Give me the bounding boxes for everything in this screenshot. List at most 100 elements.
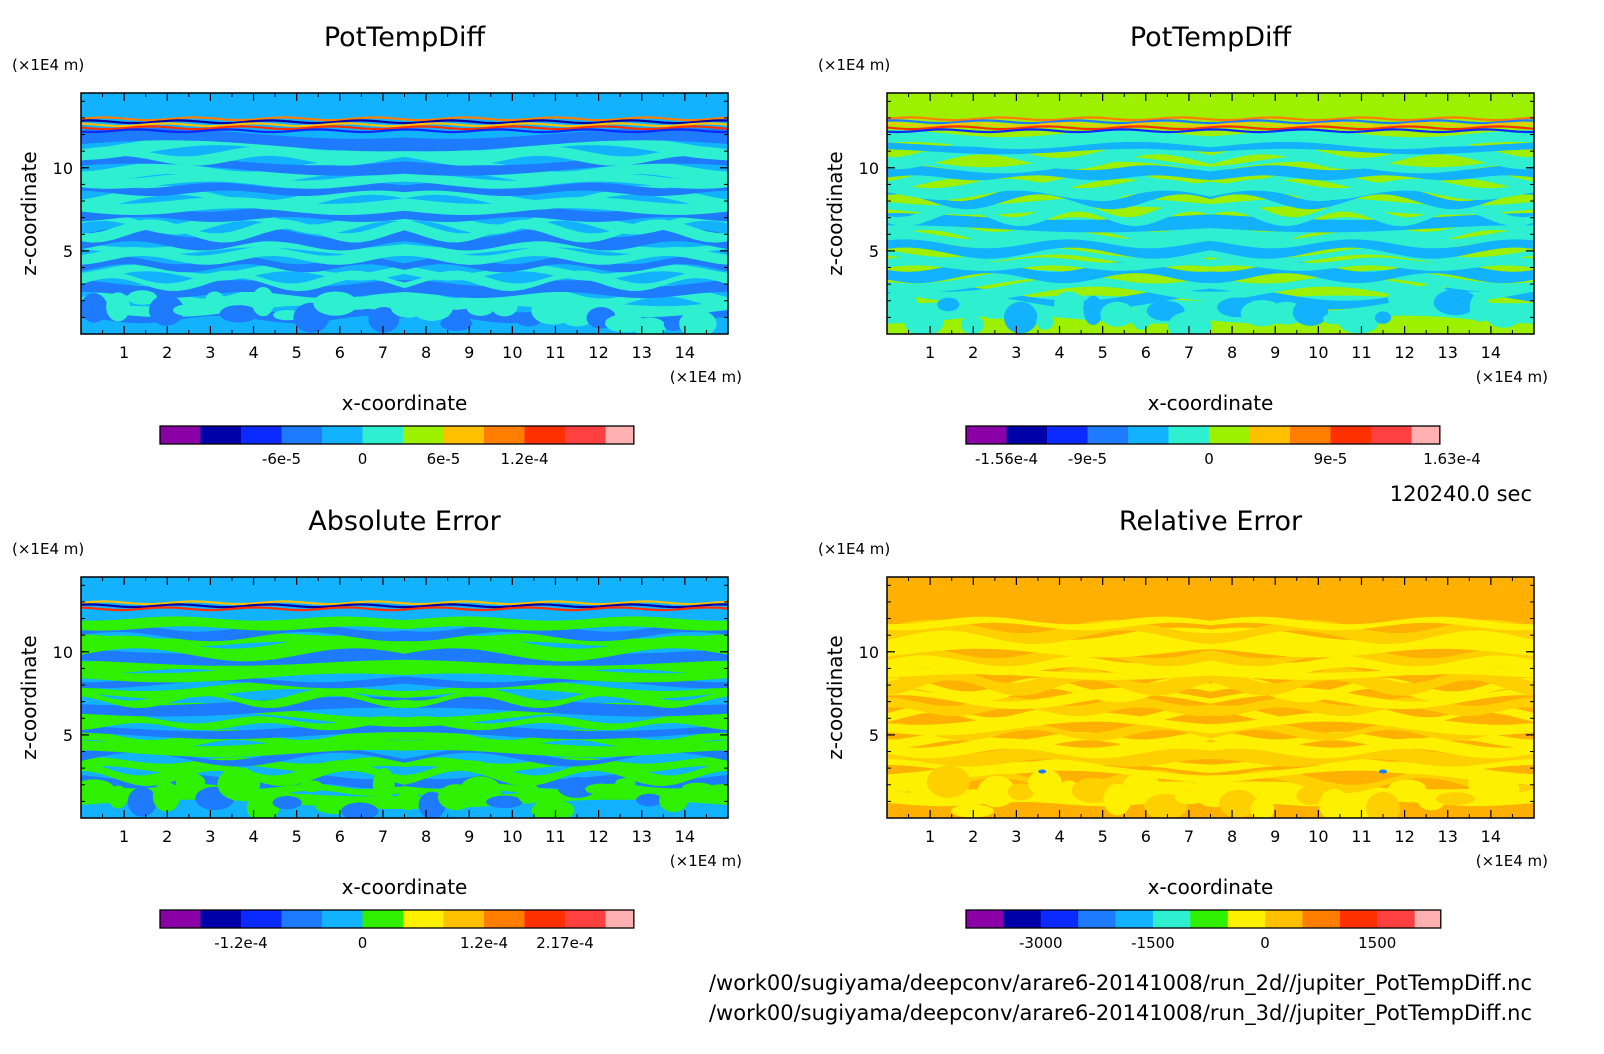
contour-band — [81, 622, 728, 642]
top-band-line — [81, 125, 728, 131]
contour-blob — [440, 315, 473, 332]
heatmap-field — [887, 93, 1534, 334]
contour-band — [81, 635, 728, 662]
colorbar-cell — [524, 426, 566, 444]
contour-band — [81, 724, 728, 740]
contour-band — [81, 280, 728, 299]
contour-band — [887, 257, 1534, 271]
contour-blob — [1435, 792, 1476, 806]
x-unit-label: (×1E4 m) — [1476, 852, 1548, 870]
chart-title: PotTempDiff — [1130, 22, 1293, 53]
colorbar-cell — [281, 426, 323, 444]
contour-blob — [682, 782, 714, 793]
colorbar: -1.56e-4 -9e-5 0 9e-5 1.63e-4 — [965, 425, 1481, 468]
colorbar-cell — [1078, 910, 1117, 928]
contour-blob — [1003, 301, 1038, 334]
contour-blob — [1100, 301, 1135, 327]
x-tick-label: 12 — [1394, 827, 1414, 846]
top-band-line — [81, 606, 728, 612]
outlier-point — [1038, 769, 1047, 774]
x-tick-label: 6 — [1141, 827, 1151, 846]
colorbar-frame — [965, 909, 1442, 929]
contour-blob — [219, 305, 259, 323]
contour-band — [81, 739, 728, 758]
x-tick-label: 14 — [675, 343, 695, 362]
top-band-line — [887, 119, 1534, 125]
top-band-line — [887, 128, 1534, 134]
x-tick-label: 10 — [1308, 343, 1328, 362]
contour-band — [81, 153, 728, 176]
contour-blob — [491, 297, 518, 317]
contour-band — [887, 666, 1534, 680]
heatmap-field — [81, 93, 728, 334]
contour-blob — [251, 286, 275, 317]
colorbar-cell — [403, 910, 444, 928]
colorbar-cell — [1414, 910, 1442, 928]
contour-blob — [636, 793, 663, 807]
contour-blob — [1219, 789, 1258, 818]
top-band-line — [81, 600, 728, 606]
x-tick-label: 12 — [588, 343, 608, 362]
contour-band — [81, 246, 728, 265]
contour-blob — [1469, 292, 1490, 322]
colorbar-cell — [281, 910, 323, 928]
contour-blob — [272, 796, 302, 810]
colorbar-cell — [241, 910, 282, 928]
colorbar-cell — [1190, 910, 1229, 928]
contour-band — [81, 127, 728, 152]
x-tick-label: 9 — [464, 827, 474, 846]
chart-title: Relative Error — [1119, 506, 1303, 537]
contour-blob — [663, 317, 684, 331]
colorbar-tick-label: -1.2e-4 — [214, 934, 267, 952]
contour-band — [81, 182, 728, 196]
contour-band — [887, 616, 1534, 631]
x-tick-label: 8 — [1227, 827, 1237, 846]
x-tick-label: 8 — [1227, 343, 1237, 362]
colorbar-cell — [403, 426, 444, 444]
contour-blob — [937, 297, 960, 312]
x-tick-label: 4 — [1054, 343, 1064, 362]
x-tick-label: 13 — [1438, 343, 1458, 362]
contour-blob — [1374, 311, 1392, 324]
colorbar-cell — [1209, 426, 1250, 444]
colorbar-tick-label: 1.2e-4 — [500, 450, 548, 468]
contour-blob — [299, 780, 324, 793]
contour-blob — [926, 765, 970, 798]
colorbar-cell — [1227, 910, 1266, 928]
contour-band — [887, 236, 1534, 259]
contour-blob — [1103, 783, 1132, 816]
contour-blob — [1167, 311, 1212, 334]
colorbar-cell — [524, 910, 566, 928]
x-axis-label: x-coordinate — [342, 875, 468, 899]
contour-blob — [205, 291, 224, 308]
colorbar-cell — [1152, 910, 1191, 928]
contour-band — [887, 697, 1534, 717]
contour-blob — [175, 772, 206, 793]
contour-blob — [1272, 787, 1301, 800]
contour-blob — [1292, 298, 1329, 326]
contour-band — [81, 681, 728, 699]
x-tick-label: 5 — [1098, 343, 1108, 362]
contour-blob — [313, 291, 358, 316]
colorbar-tick-label: 0 — [1260, 934, 1270, 952]
contour-band — [81, 256, 728, 273]
heatmap-field — [887, 577, 1534, 818]
colorbar-cell — [322, 910, 363, 928]
contour-band — [887, 722, 1534, 741]
contour-band — [81, 219, 728, 243]
colorbar-cell — [362, 910, 404, 928]
x-tick-label: 1 — [119, 343, 129, 362]
x-tick-label: 11 — [1351, 827, 1371, 846]
contour-blob — [1296, 786, 1325, 806]
x-tick-label: 1 — [925, 827, 935, 846]
x-tick-label: 2 — [968, 343, 978, 362]
x-tick-label: 5 — [292, 343, 302, 362]
contour-blob — [81, 293, 108, 323]
colorbar-tick-label: -6e-5 — [262, 450, 301, 468]
y-tick-label: 10 — [53, 159, 73, 178]
colorbar-cell — [1371, 426, 1412, 444]
contour-band — [887, 731, 1534, 748]
contour-blob — [1488, 774, 1520, 804]
contour-band — [887, 197, 1534, 215]
